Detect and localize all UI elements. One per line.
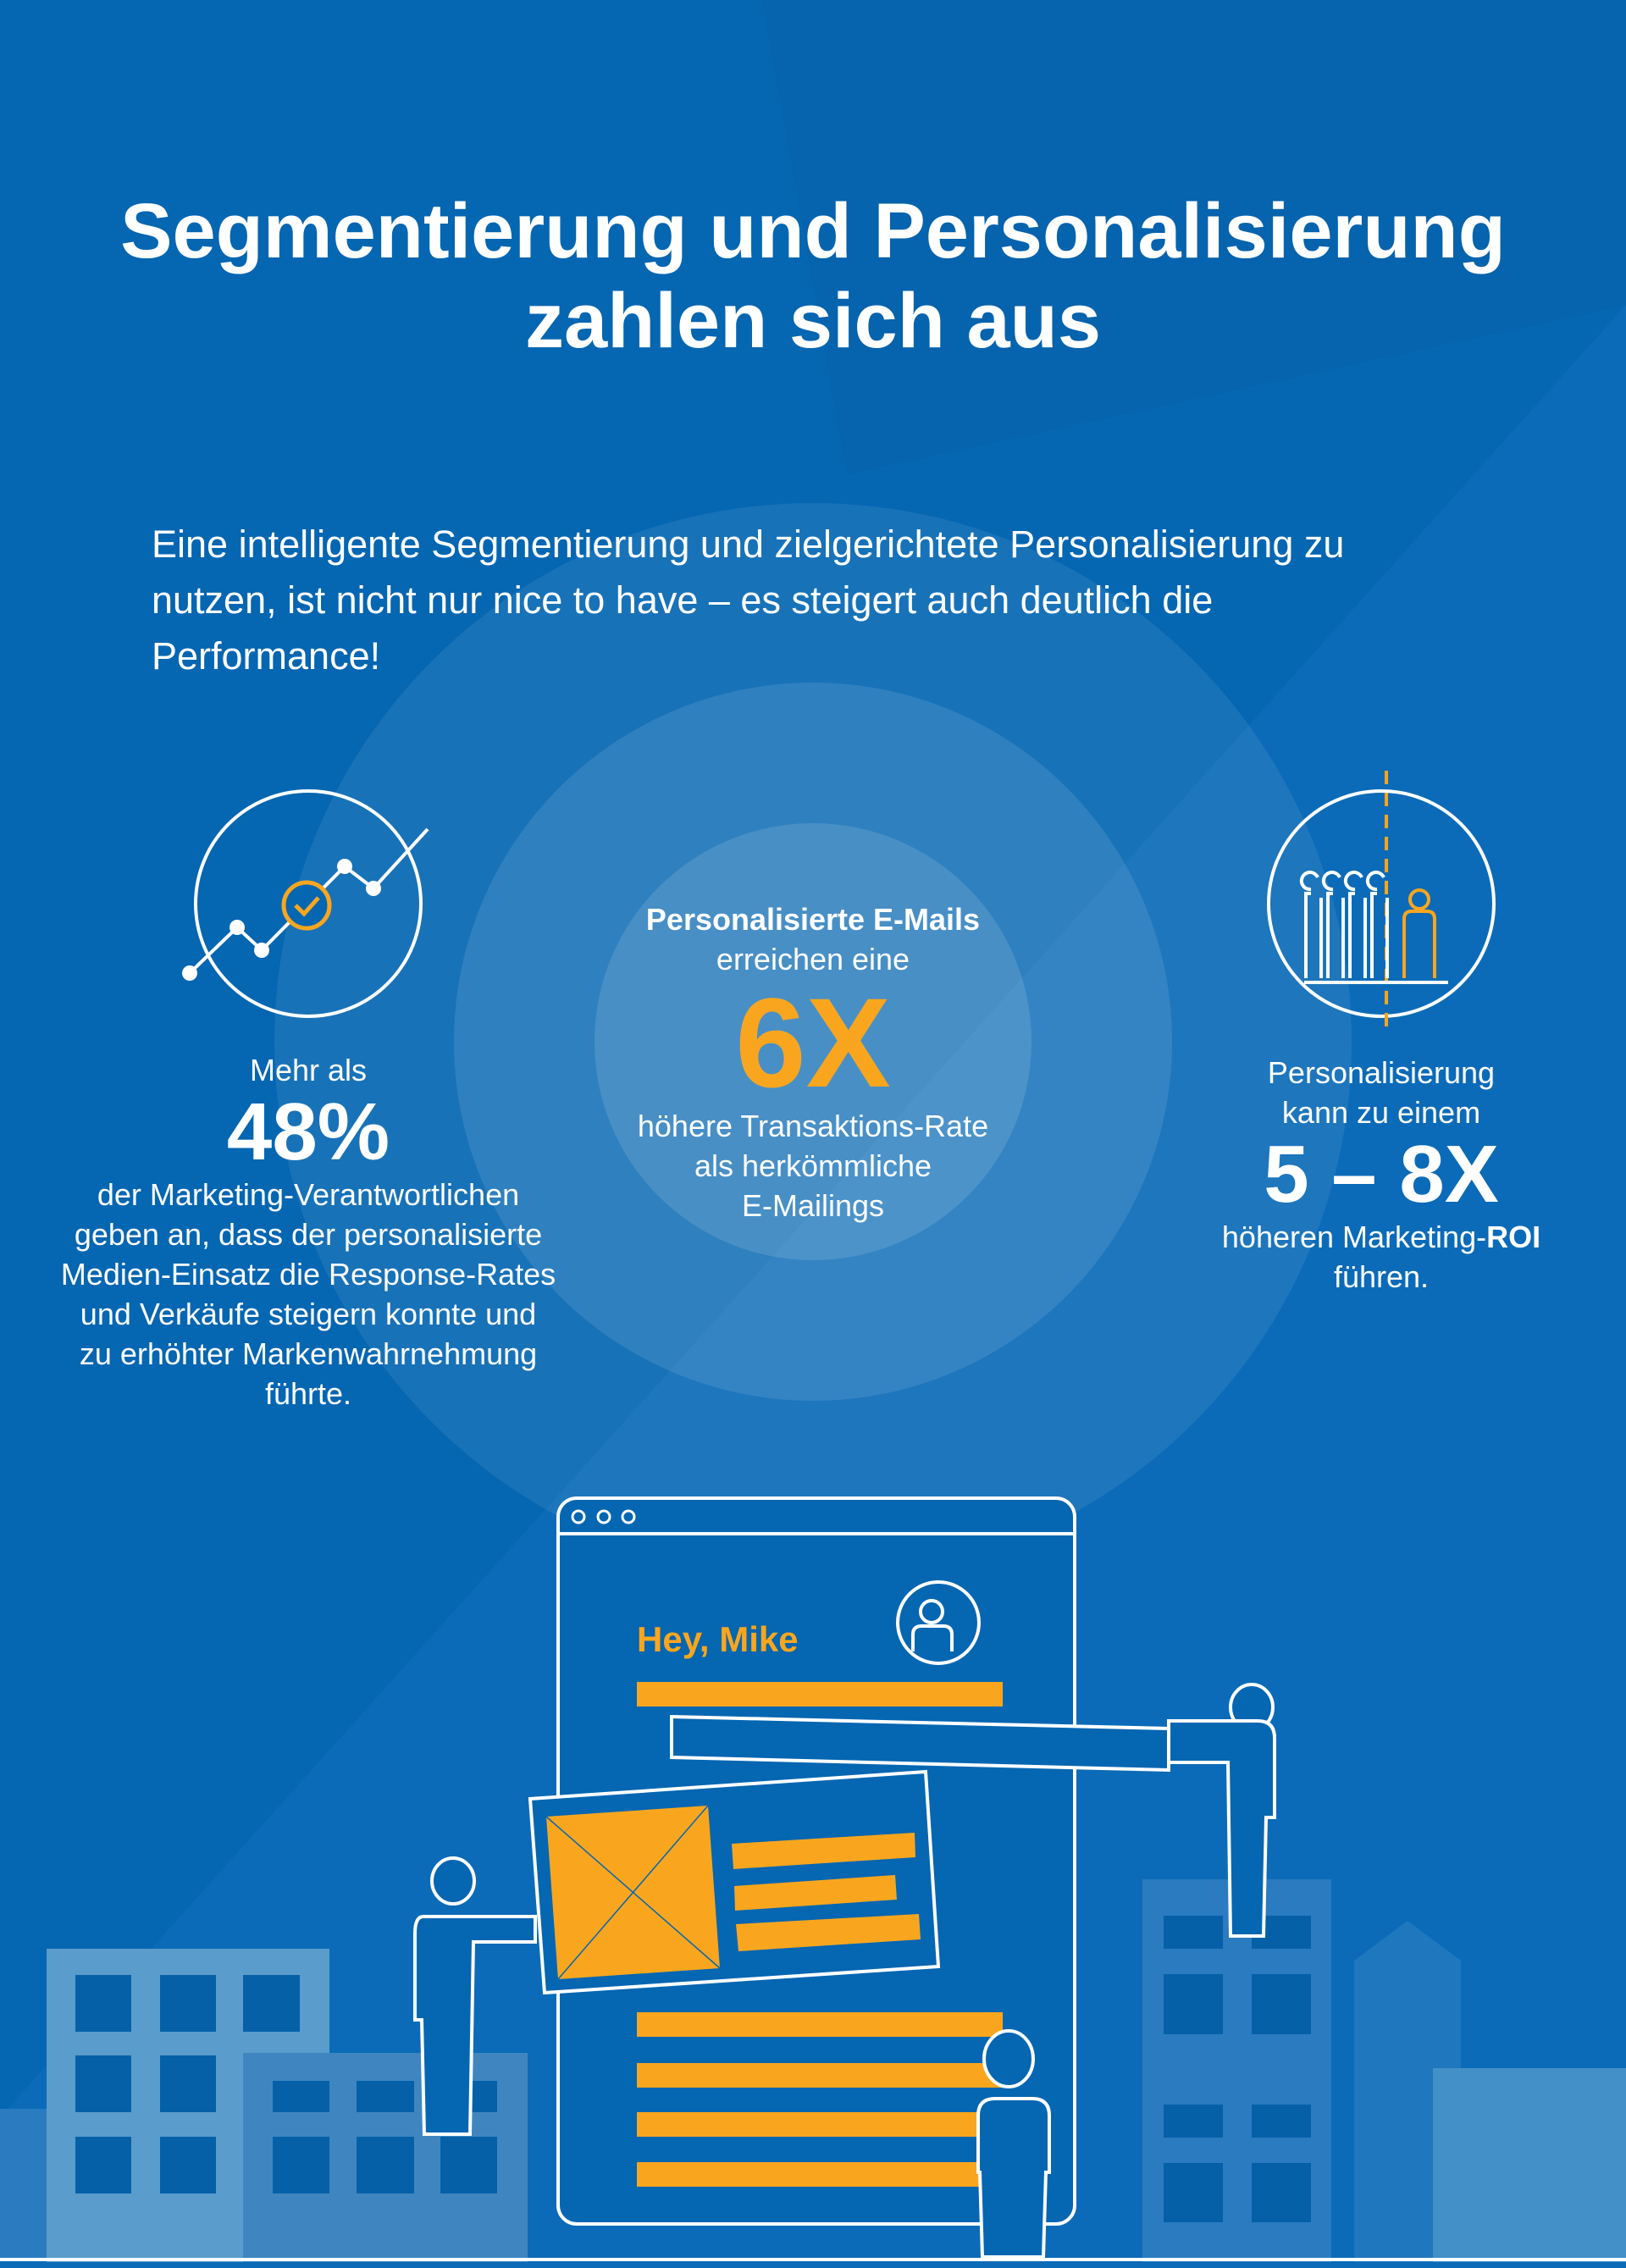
center-stat-value: 6X [735,971,891,1114]
person-right-icon [1167,1683,1276,1938]
left-stat-line: der Marketing-Verantwortlichen [97,1177,520,1212]
person-figures [413,1683,1276,2259]
right-stat-line: höheren Marketing-ROI [1127,1217,1626,1257]
center-stat-line: erreichen eine [716,942,910,976]
left-stat: Mehr als 48% der Marketing-Verantwortlic… [54,1050,562,1413]
cityscape [0,1879,1626,2262]
title-line-1: Segmentierung und Personalisierung [120,188,1506,274]
right-stat-roi: ROI [1486,1220,1541,1254]
intro-line: Eine intelligente Segmentierung und ziel… [152,523,1345,566]
greeting-text: Hey, Mike [637,1619,799,1659]
phone-mockup: Hey, Mike [528,1496,1170,2226]
center-stat-heading: Personalisierte E-Mails [645,902,981,937]
person-bottom-icon [976,2029,1051,2259]
person-left-icon [413,1856,537,2136]
left-stat-line: geben an, dass der personalisierte [74,1217,543,1252]
left-stat-line: führte. [264,1376,352,1411]
right-stat: Personalisierung kann zu einem 5 – 8X hö… [1127,1053,1626,1297]
avatar-icon [896,1580,981,1665]
diagonal-band [0,305,1626,2268]
right-stat-line: Personalisierung [1267,1055,1496,1090]
title-line-2: zahlen sich aus [524,278,1102,364]
left-stat-value: 48% [226,1087,390,1177]
intro-paragraph: Eine intelligente Segmentierung und ziel… [152,517,1507,684]
page-title: Segmentierung und Personalisierung zahle… [0,186,1626,366]
right-stat-line: kann zu einem [1281,1095,1481,1130]
intro-line: Performance! [152,634,381,678]
floating-bar [670,1714,1170,1773]
middle-circle [454,683,1172,1401]
outer-circle [274,503,1352,1580]
left-stat-line: Medien-Einsatz die Response-Rates [60,1257,556,1292]
right-stat-line: führen. [1333,1259,1430,1294]
center-stat-line: als herkömmliche [694,1148,932,1183]
right-stat-value: 5 – 8X [1264,1129,1499,1220]
standout-person-icon [1267,771,1496,1029]
left-stat-line: und Verkäufe steigern konnte und [80,1297,537,1331]
top-shade [762,0,1626,474]
left-stat-line: zu erhöhter Markenwahrnehmung [79,1336,538,1371]
growth-chart-icon [182,789,429,1018]
right-stat-roi-prefix: höheren Marketing- [1221,1220,1487,1254]
center-stat-line: E-Mailings [741,1188,885,1223]
inner-circle [595,823,1031,1260]
intro-line: nutzen, ist nicht nur nice to have – es … [152,578,1214,622]
center-stat: Personalisierte E-Mails erreichen eine 6… [559,899,1067,1225]
window-dots-icon [571,1509,636,1524]
center-stat-line: höhere Transaktions-Rate [637,1109,989,1143]
left-stat-prefix: Mehr als [249,1053,368,1087]
